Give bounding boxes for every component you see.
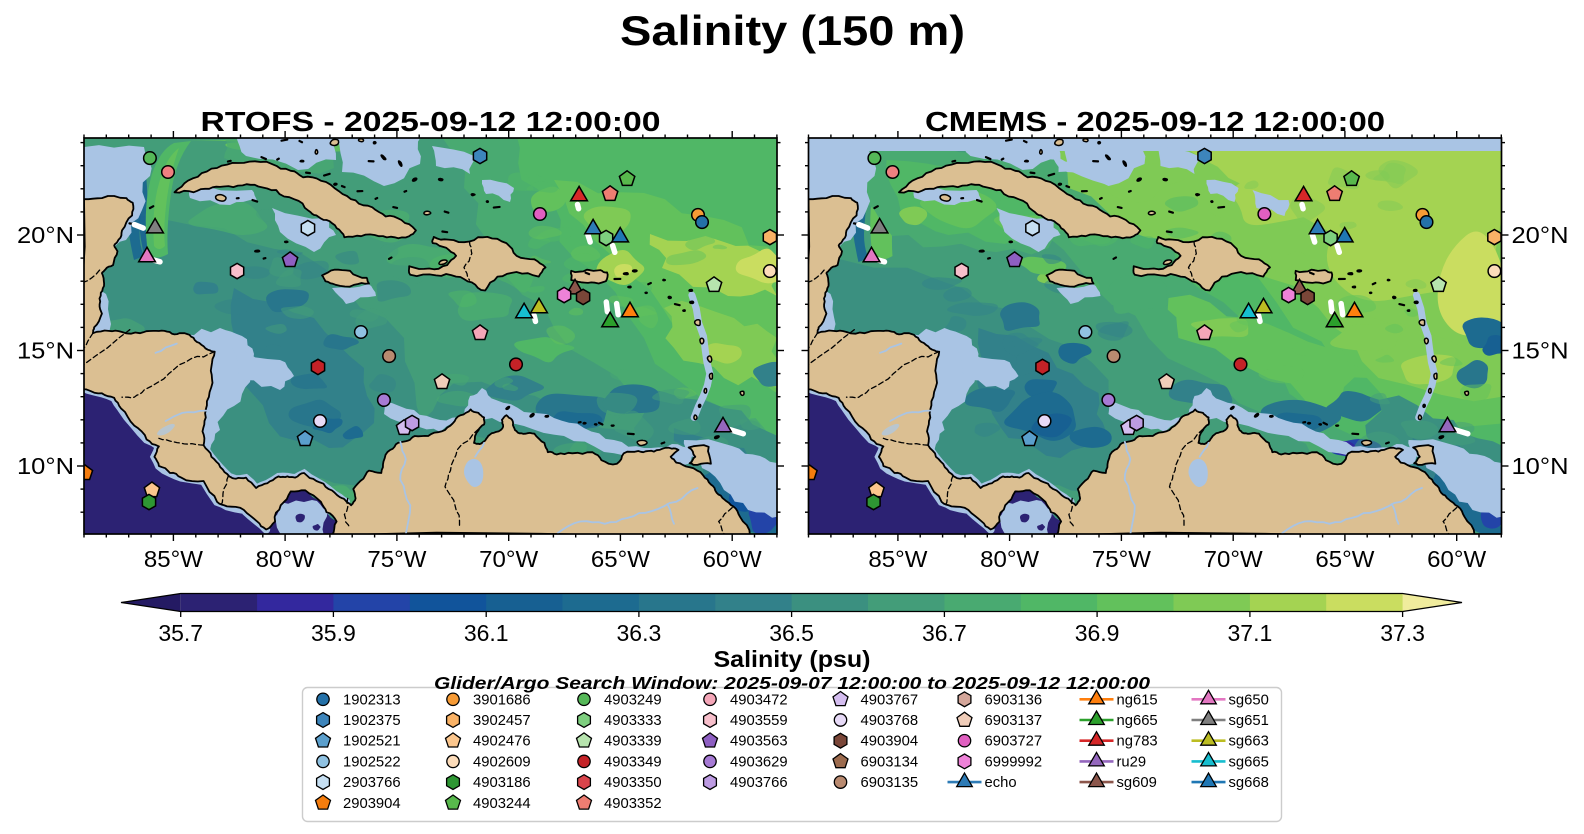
svg-text:6999992: 6999992 [985,754,1043,770]
svg-text:ru29: ru29 [1117,754,1147,770]
svg-text:2903766: 2903766 [343,775,401,791]
svg-text:6903136: 6903136 [985,692,1043,708]
svg-text:ng665: ng665 [1117,713,1158,729]
svg-text:4903186: 4903186 [473,775,531,791]
svg-text:1902313: 1902313 [343,692,401,708]
svg-text:36.3: 36.3 [617,620,662,646]
svg-text:Salinity (psu): Salinity (psu) [714,646,871,672]
svg-text:6903727: 6903727 [985,734,1043,750]
svg-text:3902457: 3902457 [473,713,531,729]
svg-text:4903629: 4903629 [730,754,788,770]
svg-text:85°W: 85°W [144,546,204,572]
svg-text:20°N: 20°N [1512,222,1569,248]
svg-text:4903766: 4903766 [730,775,788,791]
svg-text:37.3: 37.3 [1380,620,1425,646]
svg-text:sg650: sg650 [1229,692,1269,708]
svg-text:3901686: 3901686 [473,692,531,708]
svg-text:20°N: 20°N [17,222,74,248]
svg-text:35.7: 35.7 [158,620,203,646]
svg-text:4903563: 4903563 [730,734,788,750]
svg-text:4903350: 4903350 [604,775,662,791]
svg-text:36.1: 36.1 [464,620,509,646]
svg-text:sg609: sg609 [1117,775,1157,791]
svg-text:36.9: 36.9 [1075,620,1120,646]
svg-text:15°N: 15°N [17,338,74,364]
svg-text:65°W: 65°W [1315,546,1375,572]
svg-text:echo: echo [985,775,1017,791]
svg-text:RTOFS - 2025-09-12 12:00:00: RTOFS - 2025-09-12 12:00:00 [201,106,661,137]
svg-text:ng615: ng615 [1117,692,1158,708]
svg-text:1902521: 1902521 [343,734,401,750]
svg-text:4903339: 4903339 [604,734,662,750]
svg-text:75°W: 75°W [367,546,427,572]
svg-text:80°W: 80°W [256,546,316,572]
svg-text:6903137: 6903137 [985,713,1043,729]
svg-text:sg663: sg663 [1229,734,1269,750]
svg-text:6903135: 6903135 [861,775,919,791]
svg-text:sg651: sg651 [1229,713,1269,729]
svg-text:36.7: 36.7 [922,620,967,646]
svg-text:4903352: 4903352 [604,796,662,812]
svg-text:sg665: sg665 [1229,754,1269,770]
svg-text:4903768: 4903768 [861,713,919,729]
svg-text:4902609: 4902609 [473,754,531,770]
svg-text:70°W: 70°W [479,546,539,572]
svg-text:75°W: 75°W [1092,546,1152,572]
svg-text:4902476: 4902476 [473,734,531,750]
svg-text:ng783: ng783 [1117,734,1158,750]
svg-text:36.5: 36.5 [769,620,814,646]
svg-text:4903349: 4903349 [604,754,662,770]
svg-text:4903249: 4903249 [604,692,662,708]
svg-text:4903244: 4903244 [473,796,531,812]
svg-text:4903559: 4903559 [730,713,788,729]
svg-text:6903134: 6903134 [861,754,919,770]
svg-text:4903472: 4903472 [730,692,788,708]
svg-text:60°W: 60°W [1427,546,1487,572]
svg-text:Salinity (150 m): Salinity (150 m) [620,7,965,54]
svg-text:4903904: 4903904 [861,734,919,750]
svg-text:CMEMS - 2025-09-12 12:00:00: CMEMS - 2025-09-12 12:00:00 [925,106,1385,137]
svg-text:sg668: sg668 [1229,775,1269,791]
svg-text:1902375: 1902375 [343,713,401,729]
svg-text:2903904: 2903904 [343,796,401,812]
svg-text:Glider/Argo Search Window: 202: Glider/Argo Search Window: 2025-09-07 12… [434,673,1150,693]
svg-text:70°W: 70°W [1204,546,1264,572]
svg-text:35.9: 35.9 [311,620,356,646]
svg-text:37.1: 37.1 [1228,620,1273,646]
svg-text:4903767: 4903767 [861,692,919,708]
svg-text:10°N: 10°N [1512,453,1569,479]
svg-text:15°N: 15°N [1512,338,1569,364]
svg-text:10°N: 10°N [17,453,74,479]
svg-text:4903333: 4903333 [604,713,662,729]
svg-text:80°W: 80°W [980,546,1040,572]
svg-text:60°W: 60°W [703,546,763,572]
svg-text:85°W: 85°W [868,546,928,572]
svg-text:1902522: 1902522 [343,754,401,770]
svg-text:65°W: 65°W [591,546,651,572]
